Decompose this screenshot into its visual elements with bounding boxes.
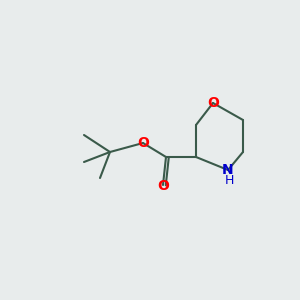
Text: H: H	[224, 175, 234, 188]
Text: N: N	[222, 163, 234, 177]
Text: O: O	[157, 179, 169, 193]
Text: O: O	[137, 136, 149, 150]
Text: O: O	[207, 96, 219, 110]
